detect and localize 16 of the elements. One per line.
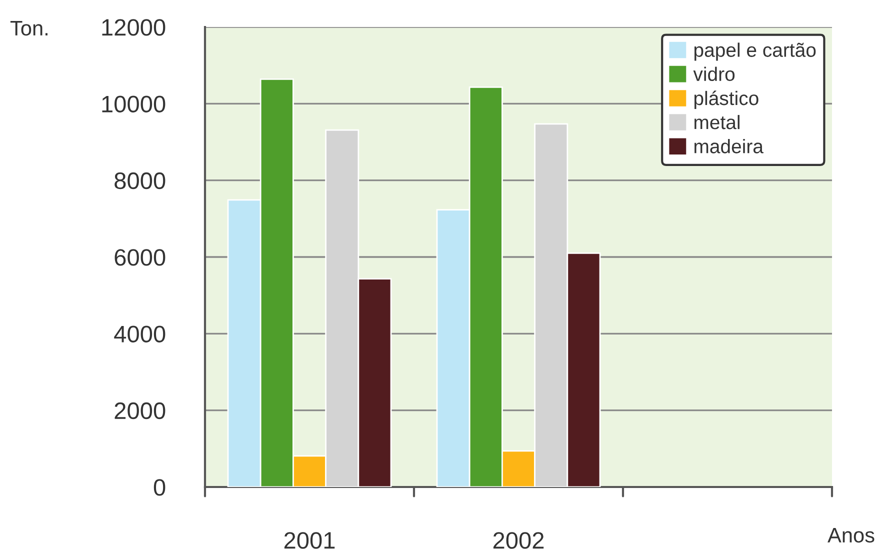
legend-label: metal — [694, 114, 740, 130]
x-tick-label: 2001 — [284, 532, 335, 549]
y-tick-label: 8000 — [114, 172, 166, 190]
legend-label: madeira — [694, 139, 764, 154]
y-tick-label: 0 — [154, 479, 166, 496]
x-tick-label: 2002 — [493, 532, 544, 549]
y-tick-label: 12000 — [102, 19, 166, 36]
legend-label: papel e cartão — [694, 42, 816, 61]
legend-label: plástico — [694, 90, 758, 110]
y-tick-label: 10000 — [102, 96, 166, 112]
y-tick-label: 6000 — [114, 249, 166, 266]
y-axis-title: Ton. — [10, 21, 48, 36]
legend-label: vidro — [693, 66, 735, 82]
y-tick-label: 4000 — [114, 326, 166, 342]
x-axis-title: Anos — [828, 528, 874, 543]
y-tick-label: 2000 — [114, 402, 166, 420]
